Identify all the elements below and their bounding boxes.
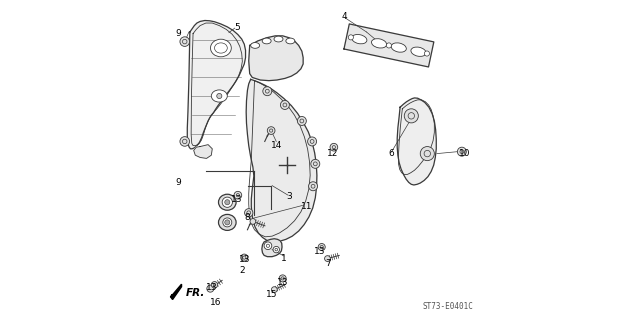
Circle shape bbox=[308, 137, 317, 146]
Circle shape bbox=[180, 137, 190, 146]
Circle shape bbox=[325, 256, 331, 261]
Text: 10: 10 bbox=[459, 149, 471, 158]
Circle shape bbox=[241, 254, 248, 261]
Text: 12: 12 bbox=[327, 149, 339, 158]
Text: 13: 13 bbox=[206, 284, 217, 292]
Circle shape bbox=[330, 143, 338, 151]
Polygon shape bbox=[262, 239, 282, 257]
Circle shape bbox=[318, 244, 326, 251]
Circle shape bbox=[420, 147, 434, 161]
Polygon shape bbox=[344, 24, 434, 67]
Circle shape bbox=[297, 116, 306, 125]
Text: 13: 13 bbox=[277, 278, 289, 287]
Ellipse shape bbox=[210, 39, 231, 57]
Circle shape bbox=[225, 200, 230, 205]
Ellipse shape bbox=[218, 194, 236, 210]
Circle shape bbox=[386, 43, 392, 48]
Text: FR.: FR. bbox=[186, 288, 205, 298]
Circle shape bbox=[234, 191, 241, 199]
Text: 8: 8 bbox=[245, 213, 250, 222]
Circle shape bbox=[217, 93, 222, 99]
Polygon shape bbox=[397, 98, 436, 185]
Circle shape bbox=[311, 159, 320, 168]
Circle shape bbox=[245, 209, 253, 217]
Circle shape bbox=[180, 37, 190, 46]
Ellipse shape bbox=[262, 38, 271, 44]
Polygon shape bbox=[171, 284, 182, 300]
Circle shape bbox=[348, 35, 354, 40]
Text: 11: 11 bbox=[301, 202, 313, 211]
Ellipse shape bbox=[411, 47, 426, 56]
Circle shape bbox=[207, 285, 214, 292]
Text: 13: 13 bbox=[314, 247, 326, 256]
Ellipse shape bbox=[371, 39, 387, 48]
Circle shape bbox=[264, 242, 272, 250]
Text: 3: 3 bbox=[287, 192, 292, 201]
Circle shape bbox=[263, 87, 272, 96]
Polygon shape bbox=[246, 79, 317, 242]
Text: 7: 7 bbox=[326, 260, 331, 268]
Circle shape bbox=[273, 246, 280, 253]
Ellipse shape bbox=[251, 43, 260, 48]
Polygon shape bbox=[187, 20, 245, 149]
Ellipse shape bbox=[211, 90, 227, 102]
Circle shape bbox=[268, 127, 275, 134]
Circle shape bbox=[280, 100, 289, 109]
Polygon shape bbox=[248, 36, 303, 81]
Text: 13: 13 bbox=[231, 196, 243, 204]
Ellipse shape bbox=[391, 43, 406, 52]
Text: 9: 9 bbox=[175, 178, 181, 187]
Ellipse shape bbox=[218, 214, 236, 230]
Ellipse shape bbox=[352, 35, 367, 44]
Text: 15: 15 bbox=[266, 290, 278, 299]
Text: 1: 1 bbox=[281, 254, 287, 263]
Circle shape bbox=[308, 182, 317, 191]
Circle shape bbox=[424, 51, 429, 56]
Text: 14: 14 bbox=[271, 141, 282, 150]
Circle shape bbox=[225, 220, 230, 225]
Circle shape bbox=[457, 147, 466, 156]
Text: ST73-E0401C: ST73-E0401C bbox=[423, 302, 474, 311]
Text: 5: 5 bbox=[234, 23, 240, 32]
Circle shape bbox=[211, 282, 218, 288]
Ellipse shape bbox=[222, 197, 233, 207]
Circle shape bbox=[279, 275, 286, 282]
Circle shape bbox=[250, 219, 256, 224]
Text: 6: 6 bbox=[388, 149, 394, 158]
Text: 2: 2 bbox=[240, 266, 245, 275]
Text: 4: 4 bbox=[342, 12, 348, 21]
Ellipse shape bbox=[274, 36, 283, 42]
Text: 13: 13 bbox=[239, 255, 250, 264]
Polygon shape bbox=[194, 145, 212, 158]
Ellipse shape bbox=[223, 218, 232, 227]
Circle shape bbox=[271, 287, 277, 292]
Circle shape bbox=[404, 109, 419, 123]
Ellipse shape bbox=[286, 38, 295, 44]
Text: 16: 16 bbox=[210, 298, 221, 307]
Text: 9: 9 bbox=[175, 29, 181, 38]
